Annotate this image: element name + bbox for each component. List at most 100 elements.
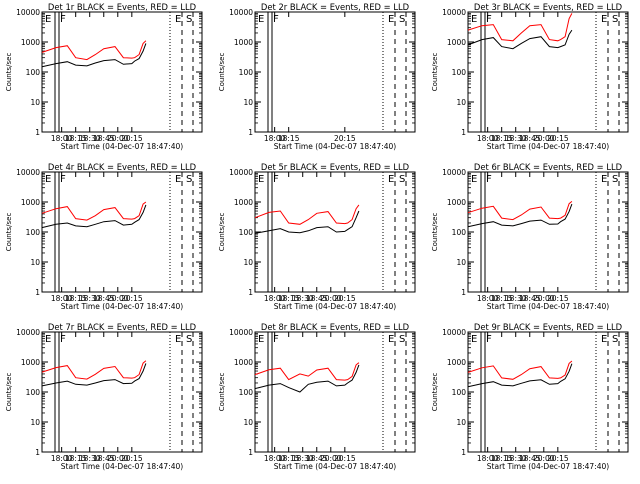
panel-det-6r: Det 6r BLACK = Events, RED = LLD11010010… [431, 162, 628, 311]
x-axis-label: Start Time (04-Dec-07 18:47:40) [61, 462, 183, 471]
y-tick-label: 10000 [229, 328, 253, 337]
marker-letter: E [175, 14, 181, 25]
lld-series-line [42, 202, 146, 220]
lld-series-line [468, 13, 572, 40]
panel-title: Det 5r BLACK = Events, RED = LLD [261, 162, 409, 172]
marker-letter: E [45, 334, 51, 345]
marker-letter: S [612, 14, 618, 25]
panel-title: Det 6r BLACK = Events, RED = LLD [474, 162, 622, 172]
marker-letter: E [175, 334, 181, 345]
y-axis-label: Counts/sec [218, 53, 226, 92]
figure-canvas: Det 1r BLACK = Events, RED = LLD 1 10 100 10… [0, 0, 640, 480]
marker-letter: S [186, 334, 192, 345]
y-tick-label: 100 [452, 68, 467, 77]
lld-series-line [468, 361, 572, 379]
y-tick-label: 1000 [234, 38, 253, 47]
lld-series-line [255, 363, 359, 380]
y-tick-label: 10 [243, 98, 253, 107]
lld-series-line [255, 205, 359, 224]
lld-series-line [42, 361, 146, 379]
y-axis-label: Counts/sec [431, 213, 439, 252]
y-tick-label: 1 [35, 128, 40, 137]
panel-title: Det 7r BLACK = Events, RED = LLD [48, 322, 196, 332]
x-axis-label: Start Time (04-Dec-07 18:47:40) [487, 302, 609, 311]
y-tick-label: 100 [452, 228, 467, 237]
y-axis-label: Counts/sec [218, 213, 226, 252]
marker-letter: E [175, 174, 181, 185]
marker-letter: E [45, 174, 51, 185]
y-tick-label: 10000 [442, 8, 466, 17]
y-tick-label: 1 [248, 288, 253, 297]
y-tick-label: 100 [239, 228, 254, 237]
y-tick-label: 1000 [21, 358, 40, 367]
marker-letter: E [45, 14, 51, 25]
panel-title: Det 3r BLACK = Events, RED = LLD [474, 2, 622, 12]
y-axis-label: Counts/sec [431, 53, 439, 92]
panel-det-4r: Det 4r BLACK = Events, RED = LLD11010010… [5, 162, 202, 311]
y-tick-label: 1000 [447, 358, 466, 367]
events-series-line [255, 365, 359, 392]
panel-det-3r: Det 3r BLACK = Events, RED = LLD11010010… [431, 2, 628, 151]
y-tick-label: 1000 [447, 38, 466, 47]
y-tick-label: 10 [243, 258, 253, 267]
y-tick-label: 10000 [16, 328, 40, 337]
panel-title: Det 2r BLACK = Events, RED = LLD [261, 2, 409, 12]
panel-title: Det 8r BLACK = Events, RED = LLD [261, 322, 409, 332]
lld-series-line [468, 201, 572, 219]
panel-det-8r: Det 8r BLACK = Events, RED = LLD 1 10 100 10… [218, 322, 415, 471]
x-axis-label: Start Time (04-Dec-07 18:47:40) [61, 302, 183, 311]
marker-letter: E [601, 174, 607, 185]
axes-frame [468, 332, 628, 452]
marker-letter: E [388, 14, 394, 25]
panel-det-7r: Det 7r BLACK = Events, RED = LLD 1 10 100 10… [5, 322, 202, 471]
panel-title: Det 4r BLACK = Events, RED = LLD [48, 162, 196, 172]
axes-frame [255, 332, 415, 452]
marker-letter: F [60, 334, 66, 345]
marker-letter: S [612, 174, 618, 185]
y-tick-label: 100 [452, 388, 467, 397]
panel-title: Det 1r BLACK = Events, RED = LLD [48, 2, 196, 12]
marker-letter: E [471, 174, 477, 185]
axes-frame [255, 172, 415, 292]
axes-frame [468, 172, 628, 292]
y-axis-label: Counts/sec [5, 373, 13, 412]
marker-letter: E [258, 334, 264, 345]
x-axis-label: Start Time (04-Dec-07 18:47:40) [274, 302, 396, 311]
axes-frame [42, 332, 202, 452]
marker-letter: E [388, 174, 394, 185]
y-tick-label: 10000 [16, 8, 40, 17]
marker-letter: E [388, 334, 394, 345]
y-tick-label: 10 [456, 258, 466, 267]
y-tick-label: 1 [248, 448, 253, 457]
lld-series-line [42, 41, 146, 60]
y-tick-label: 10 [30, 98, 40, 107]
y-tick-label: 100 [26, 388, 41, 397]
marker-letter: F [273, 174, 279, 185]
x-axis-label: Start Time (04-Dec-07 18:47:40) [274, 462, 396, 471]
y-tick-label: 10000 [16, 168, 40, 177]
axes-frame [468, 12, 628, 132]
marker-letter: F [60, 14, 66, 25]
marker-letter: S [399, 174, 405, 185]
marker-letter: F [486, 174, 492, 185]
y-axis-label: Counts/sec [431, 373, 439, 412]
y-tick-label: 10000 [442, 328, 466, 337]
y-tick-label: 1000 [447, 198, 466, 207]
panel-det-9r: Det 9r BLACK = Events, RED = LLD 1 10 100 10… [431, 322, 628, 471]
y-tick-label: 100 [26, 68, 41, 77]
axes-frame [42, 12, 202, 132]
y-axis-label: Counts/sec [218, 373, 226, 412]
marker-letter: F [273, 14, 279, 25]
events-series-line [255, 211, 359, 233]
y-tick-label: 10000 [229, 8, 253, 17]
x-axis-label: Start Time (04-Dec-07 18:47:40) [61, 142, 183, 151]
y-tick-label: 1 [461, 448, 466, 457]
panel-det-1r: Det 1r BLACK = Events, RED = LLD 1 10 100 10… [5, 2, 202, 151]
y-tick-label: 1000 [21, 38, 40, 47]
marker-letter: F [486, 14, 492, 25]
marker-letter: S [399, 14, 405, 25]
marker-letter: E [258, 14, 264, 25]
marker-letter: S [186, 14, 192, 25]
y-tick-label: 1 [35, 448, 40, 457]
panel-det-2r: Det 2r BLACK = Events, RED = LLD 1 10 100 10… [218, 2, 415, 151]
